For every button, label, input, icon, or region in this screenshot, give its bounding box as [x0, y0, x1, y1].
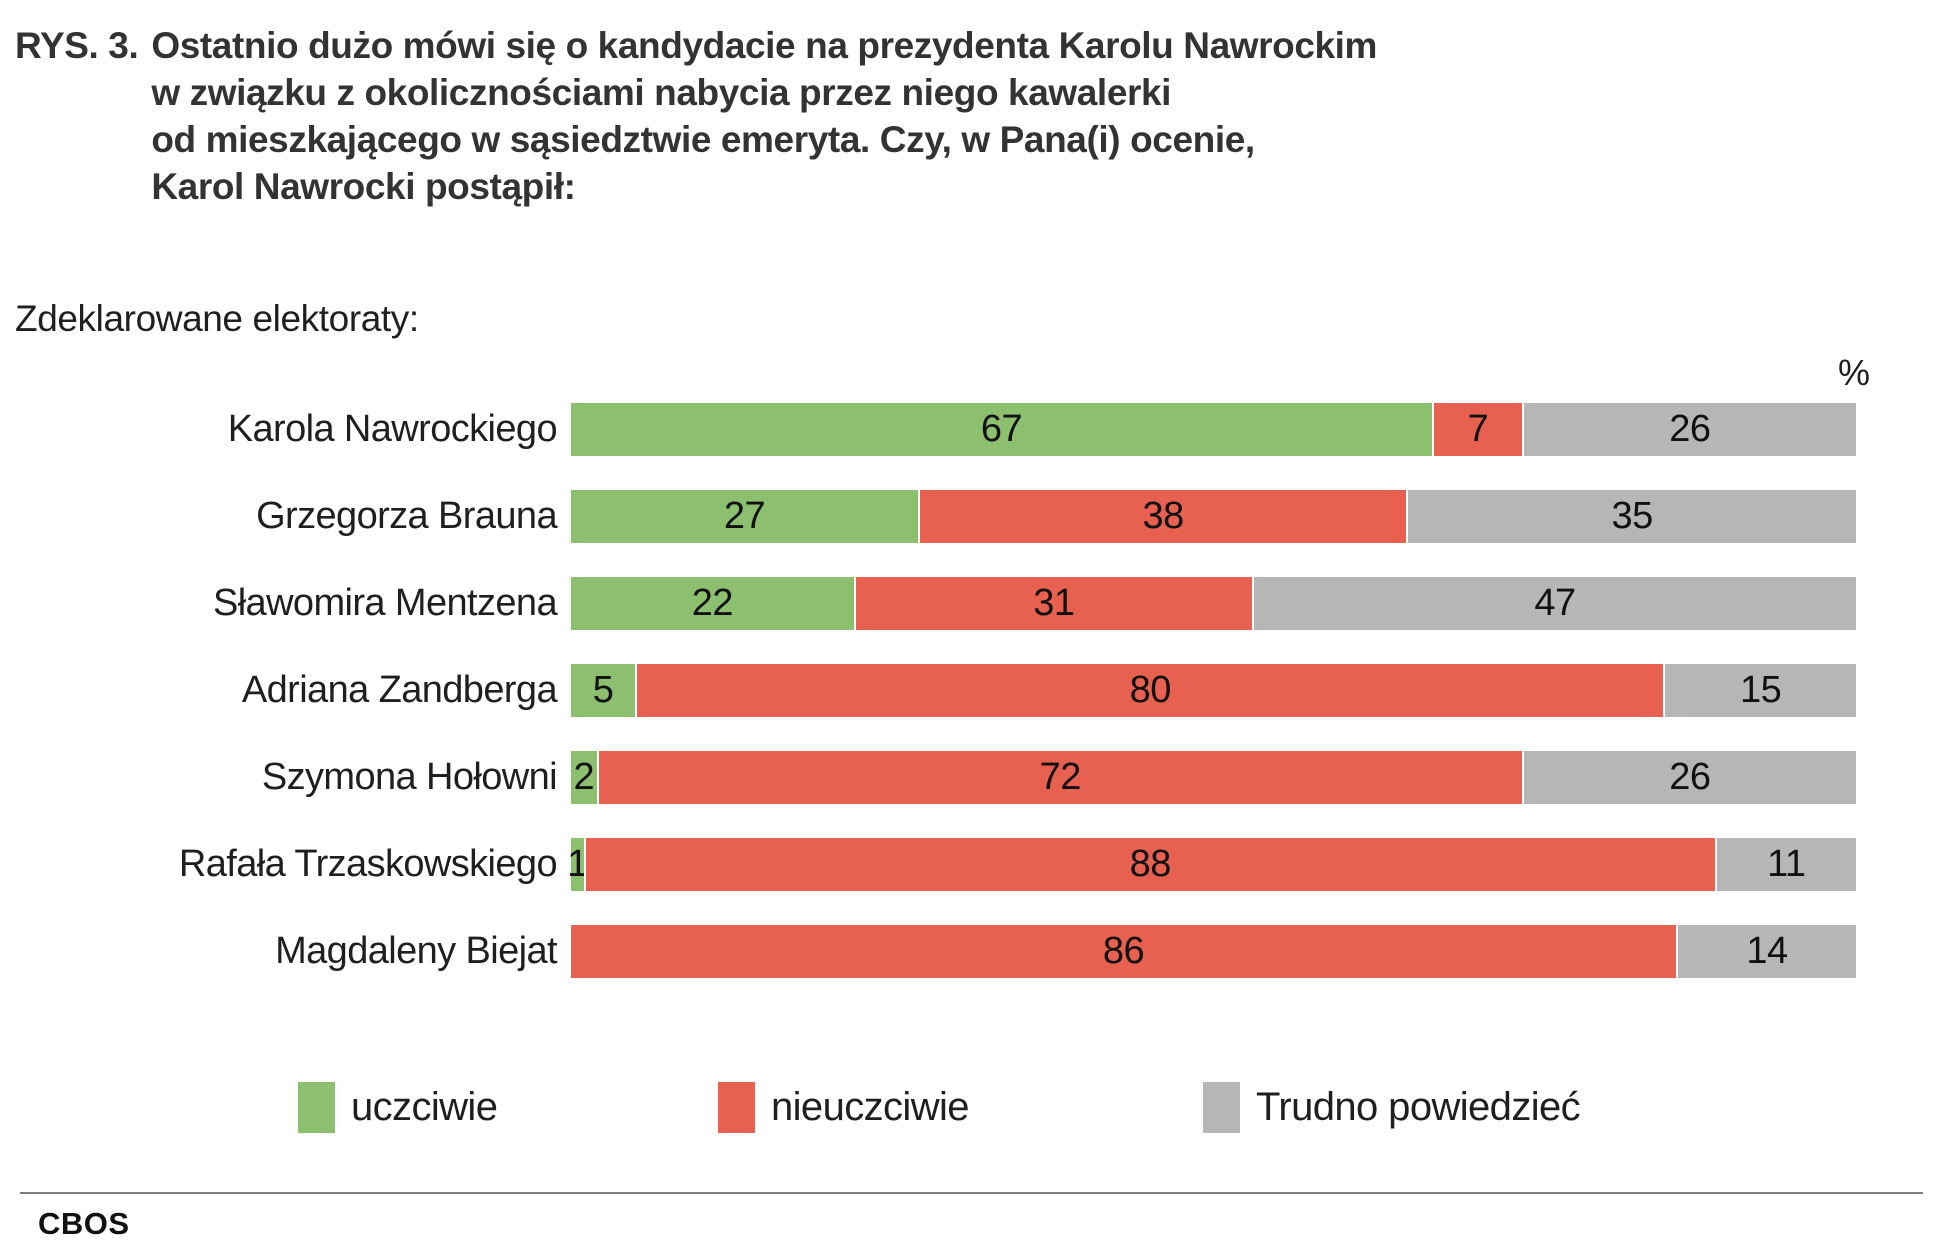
- category-label: Szymona Hołowni: [261, 756, 558, 798]
- segment-value: 72: [1039, 756, 1082, 798]
- category-label: Rafała Trzaskowskiego: [178, 843, 558, 885]
- chart-row: Sławomira Mentzena 22 31 47: [15, 577, 1856, 630]
- segment-value: 11: [1767, 843, 1806, 885]
- segment-value: 14: [1746, 930, 1788, 972]
- stacked-bar: 1 88 11: [567, 838, 1856, 891]
- stacked-bar: 27 38 35: [571, 490, 1856, 543]
- segment-value: 2: [573, 756, 595, 798]
- bar-segment-uczciwie: 5: [571, 664, 636, 717]
- bar-segment-uczciwie: 2: [571, 751, 597, 804]
- segment-value: 67: [980, 408, 1023, 450]
- cbos-logo: CBOS: [38, 1206, 130, 1241]
- segment-value: 15: [1739, 669, 1782, 711]
- segment-value: 31: [1033, 582, 1075, 624]
- legend-item-uczciwie: uczciwie: [298, 1082, 498, 1133]
- bar-segment-nieuczciwie: 80: [635, 664, 1664, 717]
- bar-segment-uczciwie: 67: [571, 403, 1432, 456]
- segment-value: 80: [1129, 669, 1172, 711]
- stacked-bar: 67 7 26: [571, 403, 1856, 456]
- category-label: Sławomira Mentzena: [212, 582, 558, 624]
- bar-segment-nieuczciwie: 86: [571, 925, 1677, 978]
- segment-value: 26: [1669, 408, 1711, 450]
- bar-segment-trudno-powiedzie-: 15: [1663, 664, 1856, 717]
- bar-segment-trudno-powiedzie-: 26: [1521, 403, 1856, 456]
- footer-divider: [20, 1192, 1923, 1194]
- segment-value: 7: [1467, 408, 1489, 450]
- bar-segment-nieuczciwie: 31: [853, 577, 1253, 630]
- figure-number: RYS. 3.: [15, 25, 139, 66]
- figure-title: RYS. 3. Ostatnio dużo mówi się o kandyda…: [15, 22, 1911, 210]
- stacked-bar: 86 14: [571, 925, 1856, 978]
- bar-segment-uczciwie: 27: [571, 490, 918, 543]
- segment-value: 22: [691, 582, 734, 624]
- stacked-bar: 2 72 26: [571, 751, 1856, 804]
- chart-row: Magdaleny Biejat 86 14: [15, 925, 1856, 978]
- legend-label: nieuczciwie: [771, 1085, 970, 1129]
- chart-row: Szymona Hołowni 2 72 26: [15, 751, 1856, 804]
- legend-label: Trudno powiedzieć: [1256, 1085, 1581, 1129]
- stacked-bar: 5 80 15: [571, 664, 1856, 717]
- bar-segment-trudno-powiedzie-: 11: [1714, 838, 1856, 891]
- segment-value: 47: [1534, 582, 1576, 624]
- category-label: Magdaleny Biejat: [275, 930, 558, 972]
- legend-item-trudno-powiedziec: Trudno powiedzieć: [1203, 1082, 1581, 1133]
- bar-segment-trudno-powiedzie-: 35: [1406, 490, 1856, 543]
- title-line: Ostatnio dużo mówi się o kandydacie na p…: [151, 25, 1378, 66]
- title-line: od mieszkającego w sąsiedztwie emeryta. …: [151, 119, 1255, 160]
- bar-segment-trudno-powiedzie-: 14: [1676, 925, 1856, 978]
- bar-segment-nieuczciwie: 7: [1431, 403, 1522, 456]
- segment-value: 88: [1129, 843, 1172, 885]
- percent-axis-label: %: [1837, 352, 1870, 393]
- segment-value: 38: [1142, 495, 1184, 537]
- bar-segment-uczciwie: 22: [571, 577, 854, 630]
- title-line: Karol Nawrocki postąpił:: [151, 166, 576, 207]
- legend-swatch-red-icon: [718, 1082, 755, 1133]
- stacked-bar: 22 31 47: [571, 577, 1856, 630]
- chart-row: Grzegorza Brauna 27 38 35: [15, 490, 1856, 543]
- bar-segment-nieuczciwie: 88: [583, 838, 1715, 891]
- figure-question: Ostatnio dużo mówi się o kandydacie na p…: [151, 22, 1377, 210]
- stacked-bar-chart: Karola Nawrockiego 67 7 26 Grzegorza Brauna 2…: [15, 403, 1856, 1012]
- legend-swatch-green-icon: [298, 1082, 335, 1133]
- chart-row: Karola Nawrockiego 67 7 26: [15, 403, 1856, 456]
- category-label: Grzegorza Brauna: [256, 495, 558, 537]
- chart-row: Rafała Trzaskowskiego 1 88 11: [15, 838, 1856, 891]
- chart-row: Adriana Zandberga 5 80 15: [15, 664, 1856, 717]
- category-label: Karola Nawrockiego: [227, 408, 558, 450]
- chart-legend: uczciwie nieuczciwie Trudno powiedzieć: [0, 1082, 1941, 1142]
- bar-segment-uczciwie: 1: [567, 838, 588, 891]
- category-label: Adriana Zandberga: [241, 669, 558, 711]
- title-line: w związku z okolicznościami nabycia prze…: [151, 72, 1172, 113]
- segment-value: 27: [723, 495, 766, 537]
- bar-segment-trudno-powiedzie-: 26: [1521, 751, 1856, 804]
- bar-segment-nieuczciwie: 38: [917, 490, 1407, 543]
- segment-value: 35: [1611, 495, 1653, 537]
- segment-value: 26: [1669, 756, 1711, 798]
- chart-rows: Karola Nawrockiego 67 7 26 Grzegorza Brauna 2…: [15, 403, 1856, 978]
- legend-swatch-gray-icon: [1203, 1082, 1240, 1133]
- group-label: Zdeklarowane elektoraty:: [15, 298, 419, 339]
- segment-value: 86: [1102, 930, 1145, 972]
- segment-value: 1: [567, 843, 588, 885]
- legend-label: uczciwie: [351, 1085, 498, 1129]
- legend-item-nieuczciwie: nieuczciwie: [718, 1082, 970, 1133]
- bar-segment-trudno-powiedzie-: 47: [1252, 577, 1856, 630]
- segment-value: 5: [592, 669, 614, 711]
- bar-segment-nieuczciwie: 72: [596, 751, 1522, 804]
